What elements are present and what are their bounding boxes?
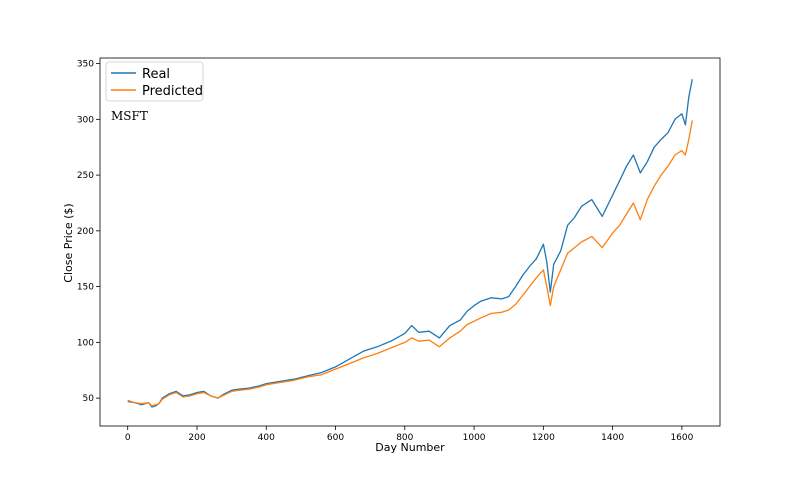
x-tick-label: 600 [327,433,344,443]
y-tick-label: 150 [77,283,94,293]
x-tick-label: 400 [258,433,275,443]
y-axis-label: Close Price ($) [62,203,75,282]
x-tick-label: 200 [188,433,205,443]
x-tick-label: 1000 [463,433,486,443]
legend-label-real: Real [142,67,170,82]
legend-label-predicted: Predicted [142,84,203,99]
series-line-predicted [127,120,693,407]
x-axis-label: Day Number [375,441,445,454]
y-tick-label: 350 [77,60,94,70]
y-tick-label: 250 [77,171,94,181]
y-tick-label: 300 [77,115,94,125]
ticker-annotation: MSFT [111,109,148,123]
y-tick-label: 100 [77,338,94,348]
x-tick-label: 1600 [670,433,693,443]
axes-frame [99,57,721,427]
axes: 0 200 400 600 800 1000 1200 1400 1600 50 100 150 200… [77,57,721,443]
plot-area [127,79,693,408]
y-tick-label: 200 [77,227,94,237]
legend-box [105,61,204,102]
x-tick-label: 1400 [601,433,624,443]
x-tick-label: 0 [125,433,131,443]
y-tick-label: 50 [83,394,95,404]
x-tick-label: 800 [396,433,413,443]
x-tick-label: 1200 [532,433,555,443]
legend: Real Predicted [105,61,204,102]
series-line-real [127,79,693,408]
